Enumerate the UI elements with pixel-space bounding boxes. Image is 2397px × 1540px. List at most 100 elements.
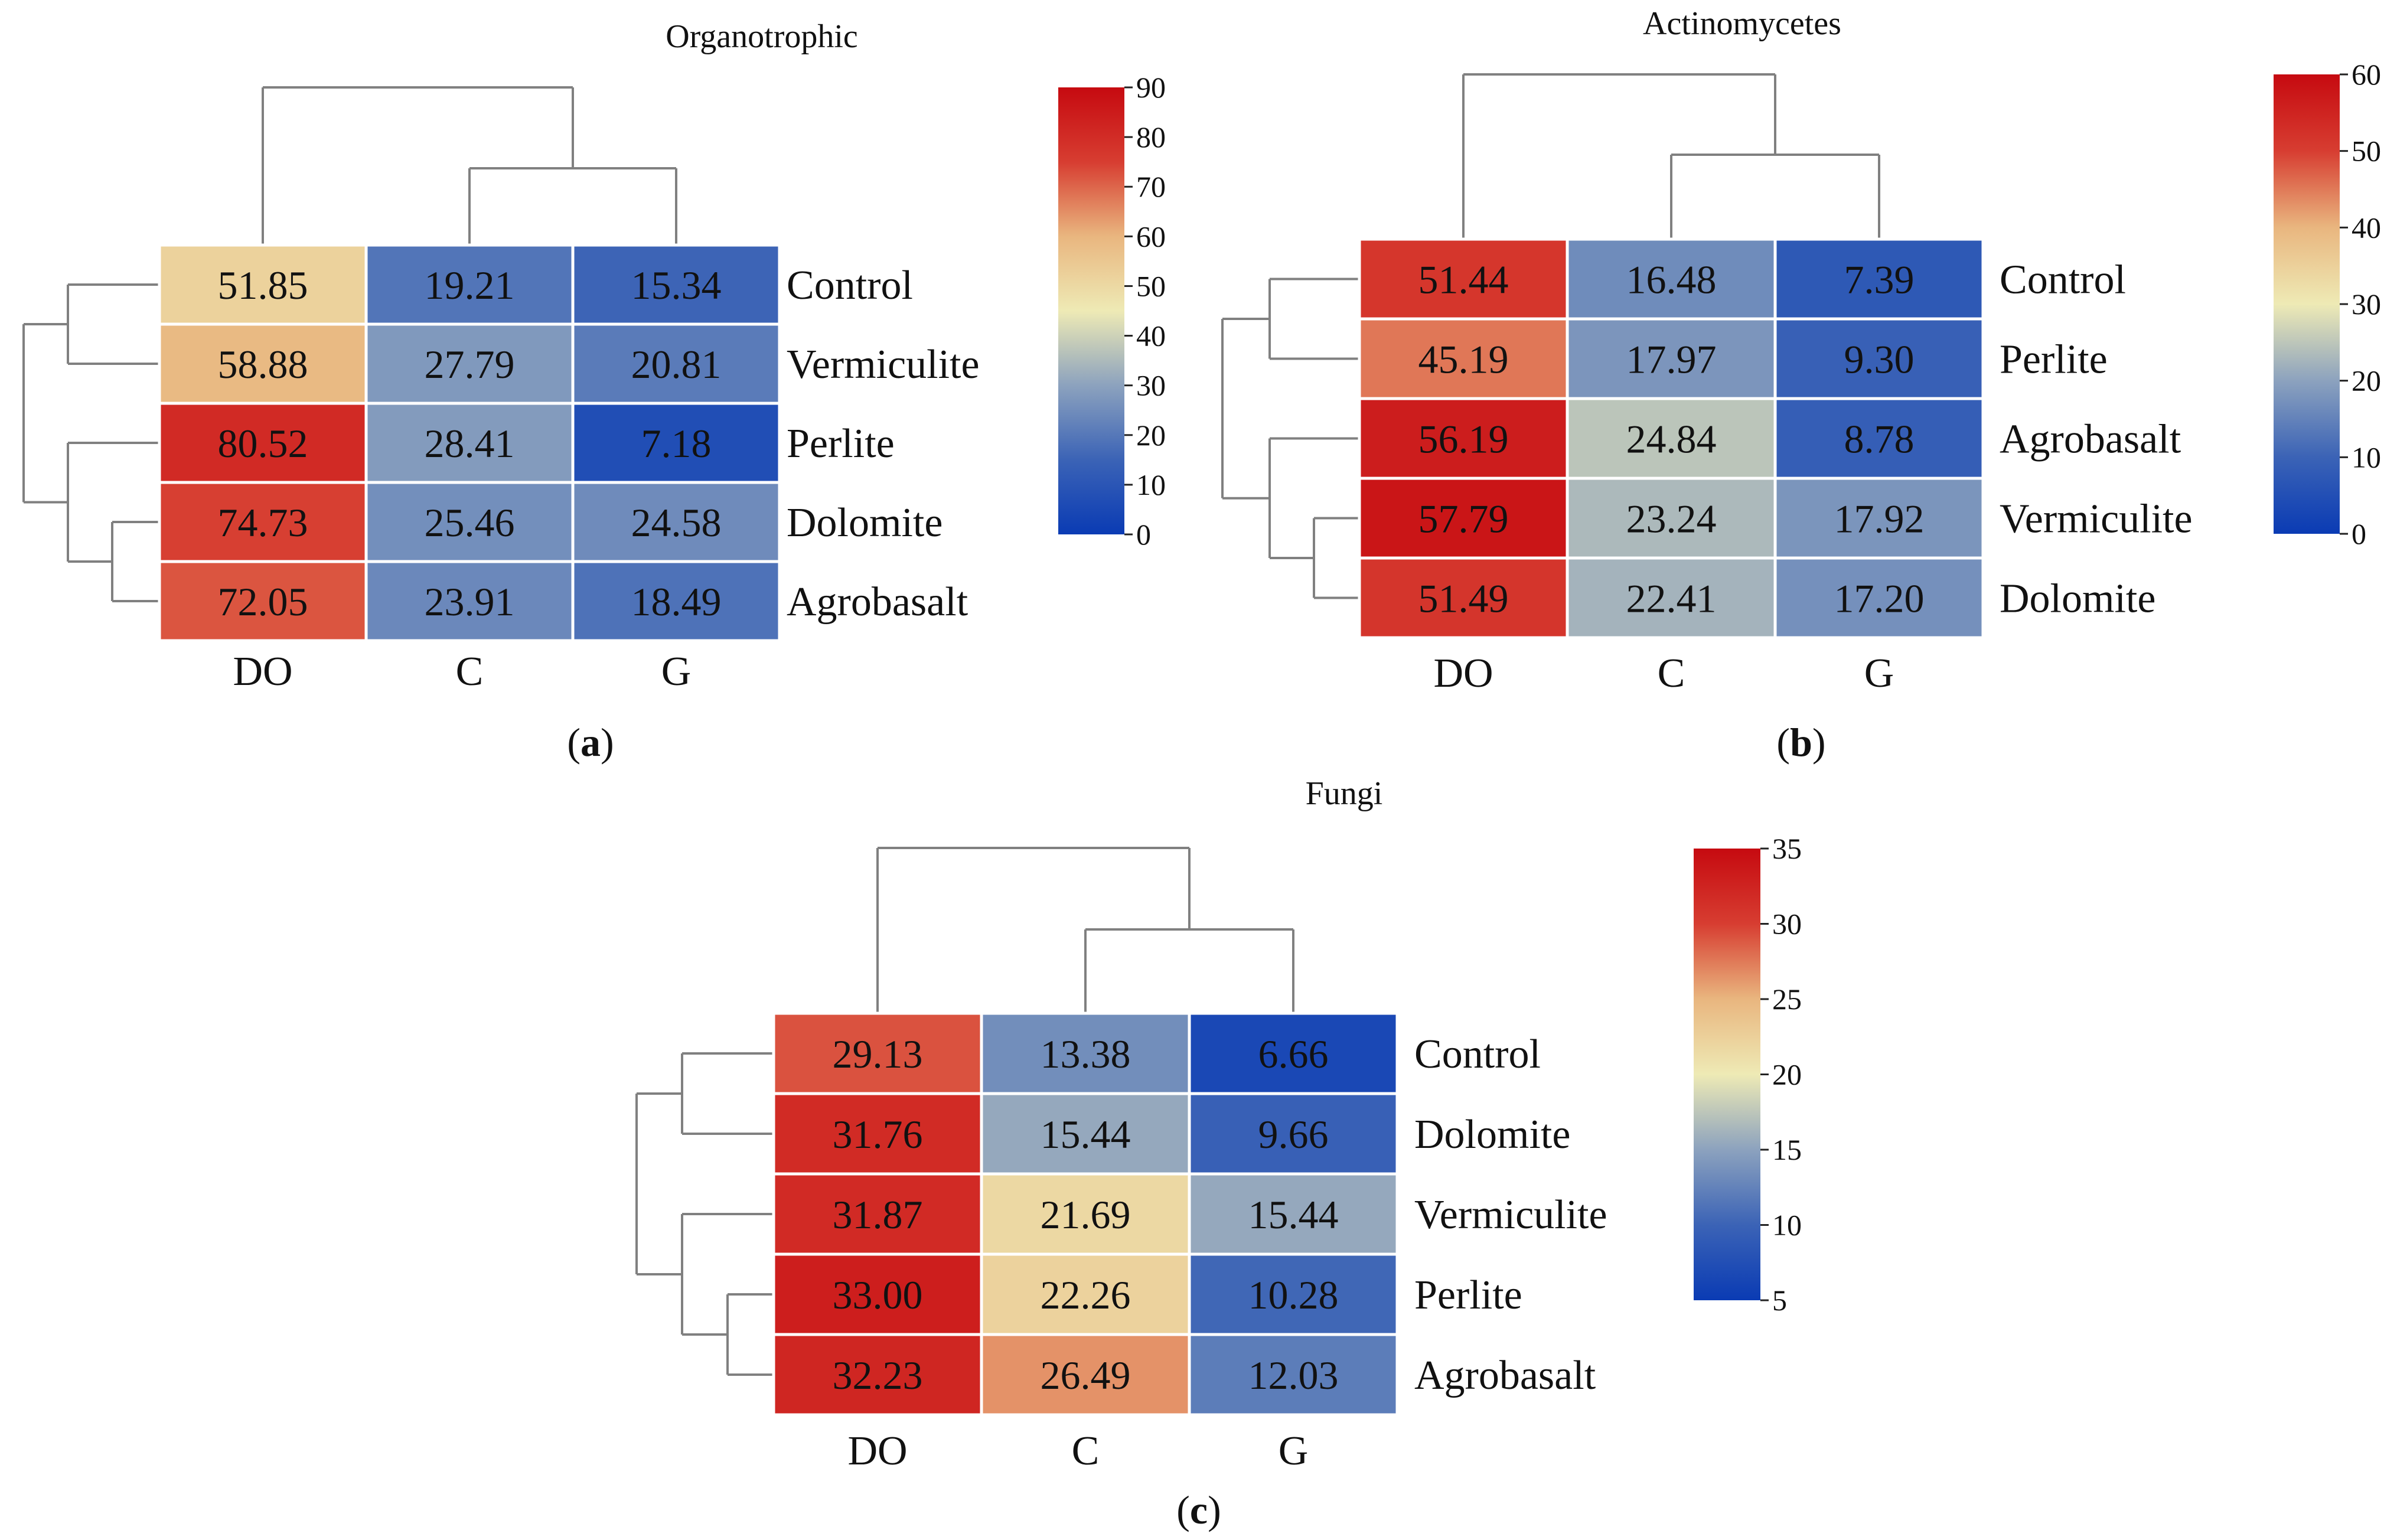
cell-value-label: 28.41 — [425, 421, 515, 466]
row-label: Dolomite — [2000, 576, 2155, 622]
cell-value-label: 10.28 — [1248, 1273, 1339, 1317]
heatmap-cell — [772, 1092, 983, 1176]
colorbar-tick-label: 50 — [1136, 269, 1166, 302]
row-label: Agrobasalt — [2000, 417, 2181, 462]
heatmap-cell — [1566, 237, 1777, 321]
heatmap-cell — [571, 402, 781, 484]
cell-value-label: 51.49 — [1418, 576, 1509, 621]
colorbar-tick-label: 10 — [2352, 441, 2381, 474]
cell-value-label: 32.23 — [833, 1353, 923, 1398]
colorbar-tick-label: 30 — [1136, 369, 1166, 402]
cell-value-label: 13.38 — [1041, 1032, 1131, 1076]
colorbar-tick-label: 5 — [1772, 1284, 1787, 1317]
colorbar-tick-label: 0 — [1136, 518, 1151, 551]
colorbar-tick-label: 30 — [1772, 908, 1802, 941]
cell-value-label: 31.76 — [833, 1112, 923, 1157]
heatmap-cell — [364, 481, 575, 563]
cell-value-label: 15.44 — [1041, 1112, 1131, 1157]
cell-value-label: 19.21 — [425, 263, 515, 308]
heatmap-cell — [1358, 556, 1569, 640]
row-label: Dolomite — [787, 500, 943, 546]
panel-label: (a) — [567, 720, 614, 765]
cell-value-label: 26.49 — [1041, 1353, 1131, 1398]
column-dendrogram — [262, 86, 677, 245]
heatmap-cell — [980, 1252, 1191, 1336]
heatmap-cell — [980, 1333, 1191, 1417]
heatmap-cell — [1773, 397, 1985, 480]
cell-value-label: 56.19 — [1418, 417, 1509, 462]
column-label: DO — [1433, 651, 1493, 696]
heatmap-cell — [571, 560, 781, 642]
cell-value-label: 80.52 — [218, 421, 308, 466]
cell-value-label: 6.66 — [1258, 1032, 1329, 1076]
colorbar-tick-label: 60 — [1136, 220, 1166, 253]
row-label: Perlite — [2000, 337, 2108, 383]
colorbar-tick-label: 50 — [2352, 135, 2381, 168]
column-label: G — [1864, 651, 1894, 696]
row-label: Vermiculite — [2000, 497, 2193, 542]
chart-title: Actinomycetes — [1643, 5, 1841, 42]
colorbar — [1058, 87, 1124, 534]
heatmap-cell — [158, 560, 368, 642]
cell-value-label: 17.20 — [1834, 576, 1925, 621]
heatmap-cell — [1773, 237, 1985, 321]
row-label: Agrobasalt — [1414, 1353, 1596, 1398]
heatmap-cell — [158, 402, 368, 484]
cell-value-label: 57.79 — [1418, 497, 1509, 541]
cell-value-label: 16.48 — [1626, 257, 1717, 302]
colorbar — [1694, 849, 1760, 1300]
cell-value-label: 24.84 — [1626, 417, 1717, 462]
heatmap-cell — [364, 402, 575, 484]
heatmap-cell — [1773, 556, 1985, 640]
cell-value-label: 74.73 — [218, 500, 308, 545]
heatmap-panel-c: Fungi 29.13 13.38 6.66 31.76 15.44 9.66 31.87 21… — [635, 775, 1802, 1532]
cell-value-label: 23.91 — [425, 579, 515, 624]
cell-value-label: 15.34 — [631, 263, 722, 308]
column-label: DO — [233, 649, 292, 694]
panel-label: (c) — [1176, 1487, 1221, 1532]
colorbar-tick-label: 70 — [1136, 170, 1166, 203]
heatmap-cell — [1566, 477, 1777, 560]
cell-value-label: 22.41 — [1626, 576, 1717, 621]
colorbar-tick-label: 10 — [1136, 468, 1166, 501]
cell-value-label: 12.03 — [1248, 1353, 1339, 1398]
heatmap-cell — [980, 1092, 1191, 1176]
heatmap-cell — [1188, 1252, 1399, 1336]
cell-value-label: 27.79 — [425, 342, 515, 387]
heatmap-panel-a: Organotrophic 51.85 19.21 15.34 58.88 27.79 20… — [22, 18, 1166, 765]
cell-value-label: 7.39 — [1844, 257, 1915, 302]
colorbar-tick-label: 40 — [2352, 211, 2381, 244]
heatmap-cell — [158, 243, 368, 326]
cell-value-label: 9.30 — [1844, 337, 1915, 382]
row-dendrogram — [1221, 278, 1359, 599]
cell-value-label: 7.18 — [641, 421, 712, 466]
colorbar-tick-label: 20 — [2352, 364, 2381, 397]
row-dendrogram — [22, 283, 159, 602]
cell-value-label: 51.44 — [1418, 257, 1509, 302]
colorbar-tick-label: 15 — [1772, 1133, 1802, 1166]
cell-value-label: 17.97 — [1626, 337, 1717, 382]
cell-value-label: 22.26 — [1041, 1273, 1131, 1317]
row-dendrogram — [635, 1052, 774, 1376]
column-label: C — [1658, 651, 1685, 696]
cell-value-label: 9.66 — [1258, 1112, 1329, 1157]
heatmap-cell — [1358, 397, 1569, 480]
heatmap-cell — [980, 1172, 1191, 1256]
cell-value-label: 20.81 — [631, 342, 722, 387]
cell-value-label: 51.85 — [218, 263, 308, 308]
colorbar-tick-label: 25 — [1772, 983, 1802, 1016]
cell-value-label: 58.88 — [218, 342, 308, 387]
heatmap-cell — [1358, 477, 1569, 560]
row-label: Control — [787, 263, 913, 308]
row-label: Perlite — [1414, 1273, 1522, 1318]
colorbar-tick-label: 80 — [1136, 120, 1166, 154]
cell-value-label: 31.87 — [833, 1192, 923, 1237]
column-label: DO — [847, 1428, 907, 1474]
cell-value-label: 23.24 — [1626, 497, 1717, 541]
cell-value-label: 72.05 — [218, 579, 308, 624]
cell-value-label: 45.19 — [1418, 337, 1509, 382]
column-label: G — [1279, 1428, 1309, 1474]
cell-value-label: 18.49 — [631, 579, 722, 624]
column-label: C — [456, 649, 484, 694]
row-label: Dolomite — [1414, 1112, 1570, 1157]
